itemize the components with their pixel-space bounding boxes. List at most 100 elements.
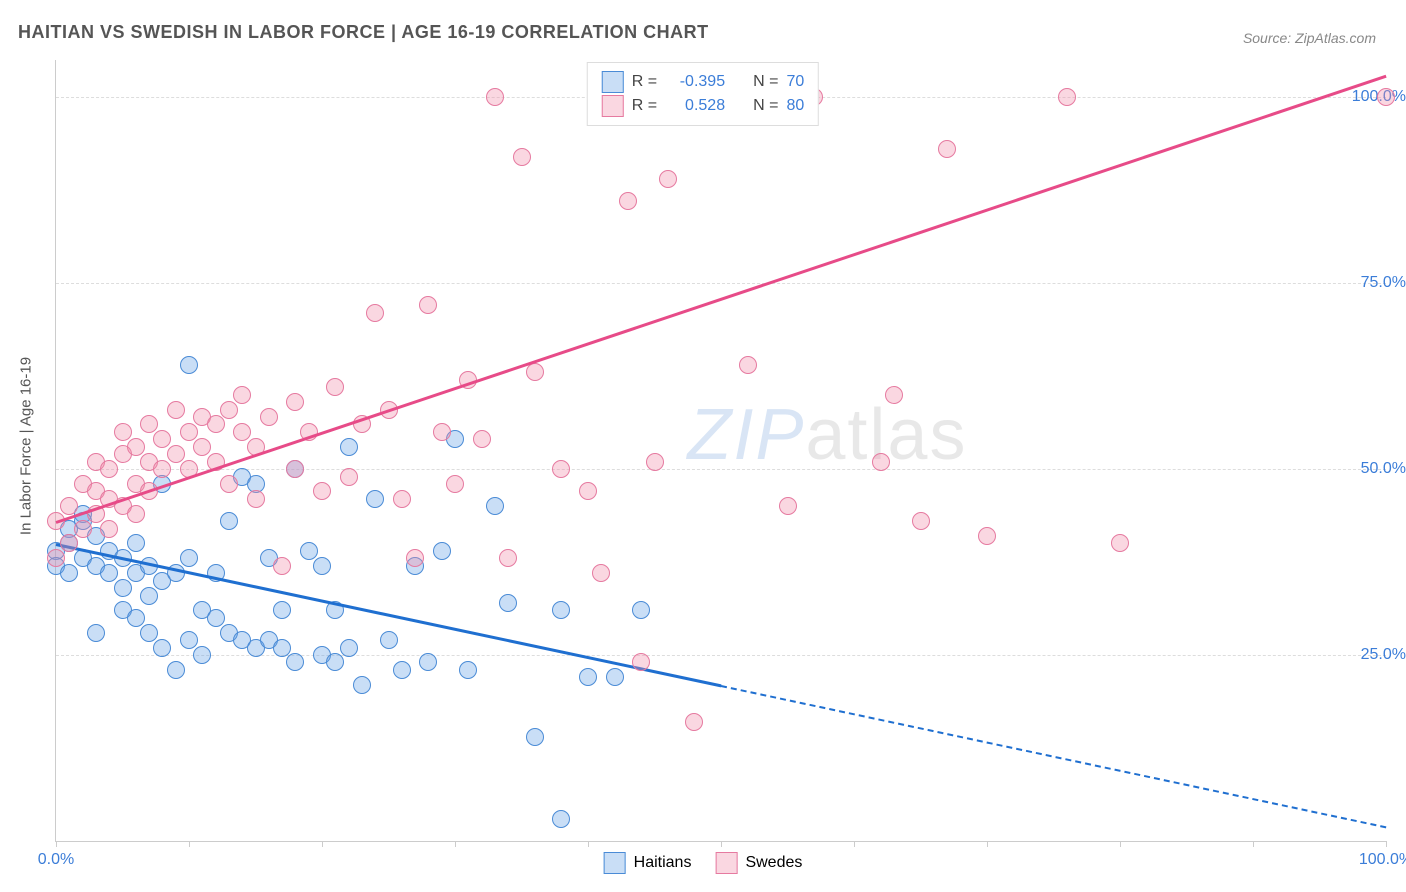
data-point [286,393,304,411]
data-point [406,549,424,567]
series-label: Haitians [634,854,692,872]
data-point [459,661,477,679]
x-tick [1253,841,1254,847]
data-point [286,460,304,478]
data-point [233,423,251,441]
data-point [127,438,145,456]
data-point [499,549,517,567]
data-point [938,140,956,158]
x-tick [189,841,190,847]
data-point [180,631,198,649]
data-point [47,549,65,567]
data-point [220,475,238,493]
data-point [579,668,597,686]
data-point [140,415,158,433]
data-point [380,631,398,649]
data-point [326,378,344,396]
data-point [127,505,145,523]
data-point [167,401,185,419]
data-point [313,482,331,500]
x-tick-label: 100.0% [1359,851,1406,869]
data-point [193,646,211,664]
data-point [646,453,664,471]
x-tick-label: 0.0% [38,851,74,869]
data-point [153,460,171,478]
y-axis-title: In Labor Force | Age 16-19 [18,357,35,535]
data-point [100,460,118,478]
data-point [233,386,251,404]
data-point [247,490,265,508]
data-point [552,460,570,478]
x-tick [854,841,855,847]
y-tick-label: 25.0% [1361,646,1406,664]
series-legend-item: Swedes [715,852,802,874]
data-point [114,579,132,597]
data-point [739,356,757,374]
x-tick [721,841,722,847]
series-label: Swedes [745,854,802,872]
data-point [632,601,650,619]
data-point [1111,534,1129,552]
watermark-zip: ZIP [687,395,805,475]
data-point [552,810,570,828]
data-point [912,512,930,530]
data-point [207,415,225,433]
r-value: -0.395 [665,73,725,91]
data-point [486,88,504,106]
data-point [885,386,903,404]
data-point [393,661,411,679]
data-point [87,624,105,642]
data-point [180,423,198,441]
trend-line [56,75,1387,524]
data-point [486,497,504,515]
data-point [433,423,451,441]
data-point [619,192,637,210]
gridline [56,283,1386,284]
data-point [74,520,92,538]
y-tick-label: 50.0% [1361,460,1406,478]
data-point [167,661,185,679]
data-point [872,453,890,471]
legend-swatch [604,852,626,874]
y-tick-label: 75.0% [1361,274,1406,292]
x-tick [56,841,57,847]
gridline [56,469,1386,470]
data-point [127,534,145,552]
data-point [153,639,171,657]
source-label: Source: ZipAtlas.com [1243,30,1376,46]
stats-legend: R =-0.395N =70R =0.528N =80 [587,62,819,126]
data-point [180,549,198,567]
data-point [659,170,677,188]
data-point [273,639,291,657]
x-tick [322,841,323,847]
series-legend: Haitians Swedes [604,852,803,874]
data-point [220,512,238,530]
data-point [313,557,331,575]
series-legend-item: Haitians [604,852,692,874]
data-point [1377,88,1395,106]
data-point [779,497,797,515]
stats-legend-row: R =0.528N =80 [602,95,804,117]
data-point [433,542,451,560]
data-point [579,482,597,500]
data-point [978,527,996,545]
r-label: R = [632,97,657,115]
data-point [592,564,610,582]
watermark: ZIPatlas [687,394,967,476]
stats-legend-row: R =-0.395N =70 [602,71,804,93]
scatter-chart: ZIPatlas 25.0%50.0%75.0%100.0%0.0%100.0% [55,60,1386,842]
x-tick [1120,841,1121,847]
x-tick [588,841,589,847]
data-point [340,639,358,657]
data-point [207,609,225,627]
x-tick [455,841,456,847]
data-point [526,728,544,746]
data-point [300,542,318,560]
data-point [260,408,278,426]
legend-swatch [602,95,624,117]
data-point [499,594,517,612]
legend-swatch [715,852,737,874]
n-value: 70 [786,73,804,91]
data-point [286,653,304,671]
data-point [114,423,132,441]
